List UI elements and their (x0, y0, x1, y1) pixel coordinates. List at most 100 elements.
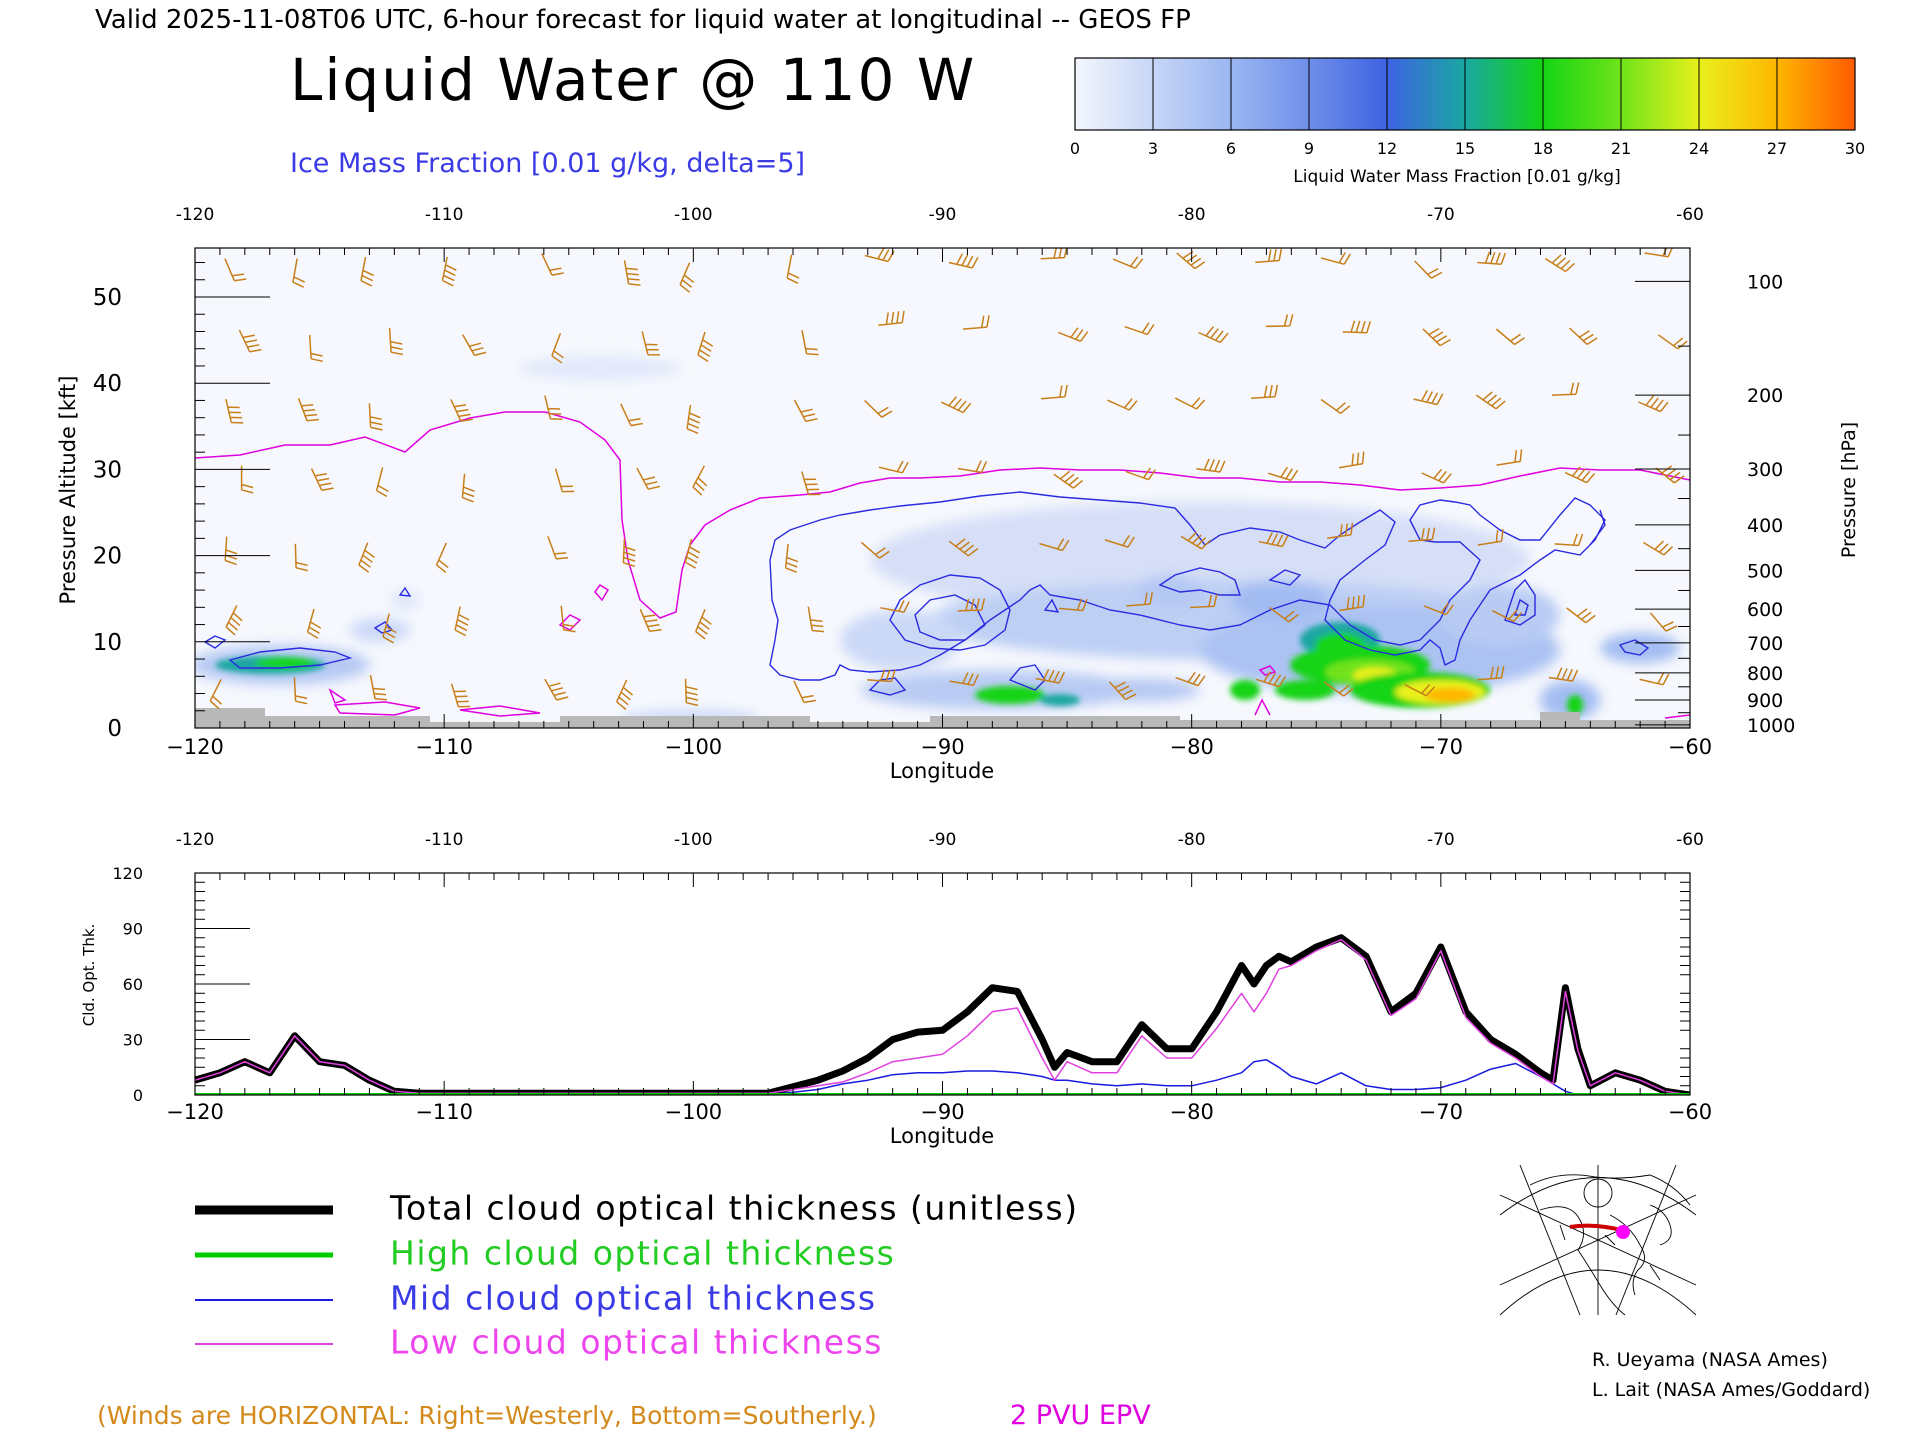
wind-barb (622, 538, 636, 568)
top-lon-tick-label: -70 (1427, 205, 1455, 225)
main-title: Liquid Water @ 110 W (290, 46, 976, 114)
legend: Total cloud optical thickness (unitless)… (195, 1189, 1077, 1362)
wind-barb (1039, 538, 1070, 552)
wind-barb (1174, 397, 1206, 410)
wind-barb (1638, 395, 1669, 413)
bottom-lon-tick-label: −100 (664, 735, 722, 759)
wind-barb (1196, 458, 1226, 473)
bottom-lon-tick-label: −70 (1419, 1100, 1463, 1124)
ice-mass-fraction-label: Ice Mass Fraction [0.01 g/kg, delta=5] (290, 148, 805, 179)
wind-barb (450, 399, 473, 422)
wind-barb (375, 467, 389, 498)
altitude-tick-label: 30 (93, 457, 122, 483)
wind-barb (547, 536, 569, 560)
bottom-lon-tick-label: −70 (1419, 735, 1463, 759)
wind-barb (462, 334, 487, 357)
bottom-lon-tick-label: −90 (920, 735, 964, 759)
pressure-tick-label: 200 (1747, 385, 1783, 407)
legend-label-mid: Mid cloud optical thickness (390, 1279, 877, 1318)
wind-barb (1058, 327, 1089, 342)
wind-barb (639, 608, 662, 633)
wind-barb (1058, 598, 1088, 612)
bottom-lon-tick-label: −100 (664, 1100, 722, 1124)
wind-barb (297, 398, 319, 422)
wind-barb (864, 248, 895, 263)
epv-note: 2 PVU EPV (1010, 1400, 1151, 1431)
wind-barb (867, 669, 896, 683)
wind-barb (1053, 470, 1084, 489)
top-lon-tick-label: -110 (425, 205, 464, 225)
wind-barb (435, 542, 449, 573)
colorbar-tick-label: 30 (1845, 139, 1865, 158)
legend-label-high: High cloud optical thickness (390, 1234, 895, 1273)
altitude-tick-label: 40 (93, 371, 122, 397)
optical-thickness-ylabel: Cld. Opt. Thk. (80, 924, 98, 1027)
wind-barb (1180, 531, 1211, 550)
colorbar-tick-label: 9 (1304, 139, 1314, 158)
wind-barb (684, 538, 701, 569)
bottom-lon-tick-label: −110 (415, 735, 473, 759)
locator-map (1499, 1164, 1697, 1316)
wind-barb (636, 467, 661, 490)
wind-barb (692, 465, 708, 496)
colorbar-tick-label: 18 (1533, 139, 1553, 158)
wind-barb (1554, 533, 1584, 547)
wind-barb (1477, 665, 1505, 681)
wind-barb (1126, 592, 1154, 607)
wind-barb (962, 315, 990, 330)
bottom-lon-tick-label: −120 (166, 1100, 224, 1124)
altitude-tick-label: 10 (93, 630, 122, 656)
wind-barb (1649, 612, 1678, 632)
wind-barb (695, 609, 712, 640)
wind-barb (1421, 468, 1452, 484)
colorbar-tick-label: 6 (1226, 139, 1236, 158)
wind-barb (224, 258, 247, 282)
pressure-tick-label: 400 (1747, 515, 1783, 537)
wind-barb (1251, 384, 1279, 400)
wind-barb (684, 678, 699, 707)
top-lon-tick-label: -60 (1676, 205, 1704, 225)
wind-barb (686, 404, 701, 435)
wind-barb (1104, 534, 1135, 548)
winds-note: (Winds are HORIZONTAL: Right=Westerly, B… (97, 1401, 877, 1430)
pressure-tick-label: 1000 (1747, 715, 1795, 737)
colorbar-tick-label: 15 (1455, 139, 1475, 158)
wind-barb (878, 310, 905, 327)
wind-barb (1267, 466, 1299, 482)
wind-barb (368, 403, 383, 431)
wind-barb (450, 683, 471, 708)
wind-barb (878, 460, 909, 474)
top-lon-tick-label: -120 (176, 205, 215, 225)
wind-barb (1175, 671, 1206, 687)
wind-barb (616, 679, 633, 711)
wind-barb (544, 678, 569, 701)
wind-barb (1035, 668, 1065, 684)
wind-barb (441, 256, 457, 287)
wind-barb (1657, 334, 1688, 350)
cross-section-right-ylabel: Pressure [hPa] (1838, 422, 1860, 558)
wind-barb (1544, 254, 1575, 273)
wind-barb (1475, 391, 1506, 410)
cross-section-ticks: -120 −120 -110 −110 -100 −100 -90 −90 -80 −80 -70 −… (93, 205, 1796, 759)
top-lon-tick-label: -90 (929, 205, 957, 225)
optical-thickness-xlabel: Longitude (890, 1124, 994, 1148)
wind-barb (1255, 671, 1287, 688)
wind-barb (860, 541, 890, 559)
wind-barb (1495, 328, 1525, 346)
top-lon-tick-label: -100 (674, 830, 713, 850)
bottom-lon-tick-label: −60 (1668, 1100, 1712, 1124)
wind-barb (1404, 683, 1435, 697)
wind-barb (454, 606, 470, 637)
wind-barb (1320, 252, 1351, 265)
wind-barb (238, 329, 262, 353)
wind-barb (1041, 384, 1068, 400)
wind-barb (308, 334, 323, 363)
wind-barb (957, 598, 986, 612)
valid-line: Valid 2025-11-08T06 UTC, 6-hour forecast… (95, 5, 1191, 35)
bottom-lon-tick-label: −80 (1170, 735, 1214, 759)
altitude-tick-label: 0 (107, 716, 122, 742)
top-lon-tick-label: -120 (176, 830, 215, 850)
wind-barb (948, 538, 979, 557)
optical-thickness-tick-label: 30 (123, 1031, 143, 1050)
top-lon-tick-label: -80 (1178, 205, 1206, 225)
